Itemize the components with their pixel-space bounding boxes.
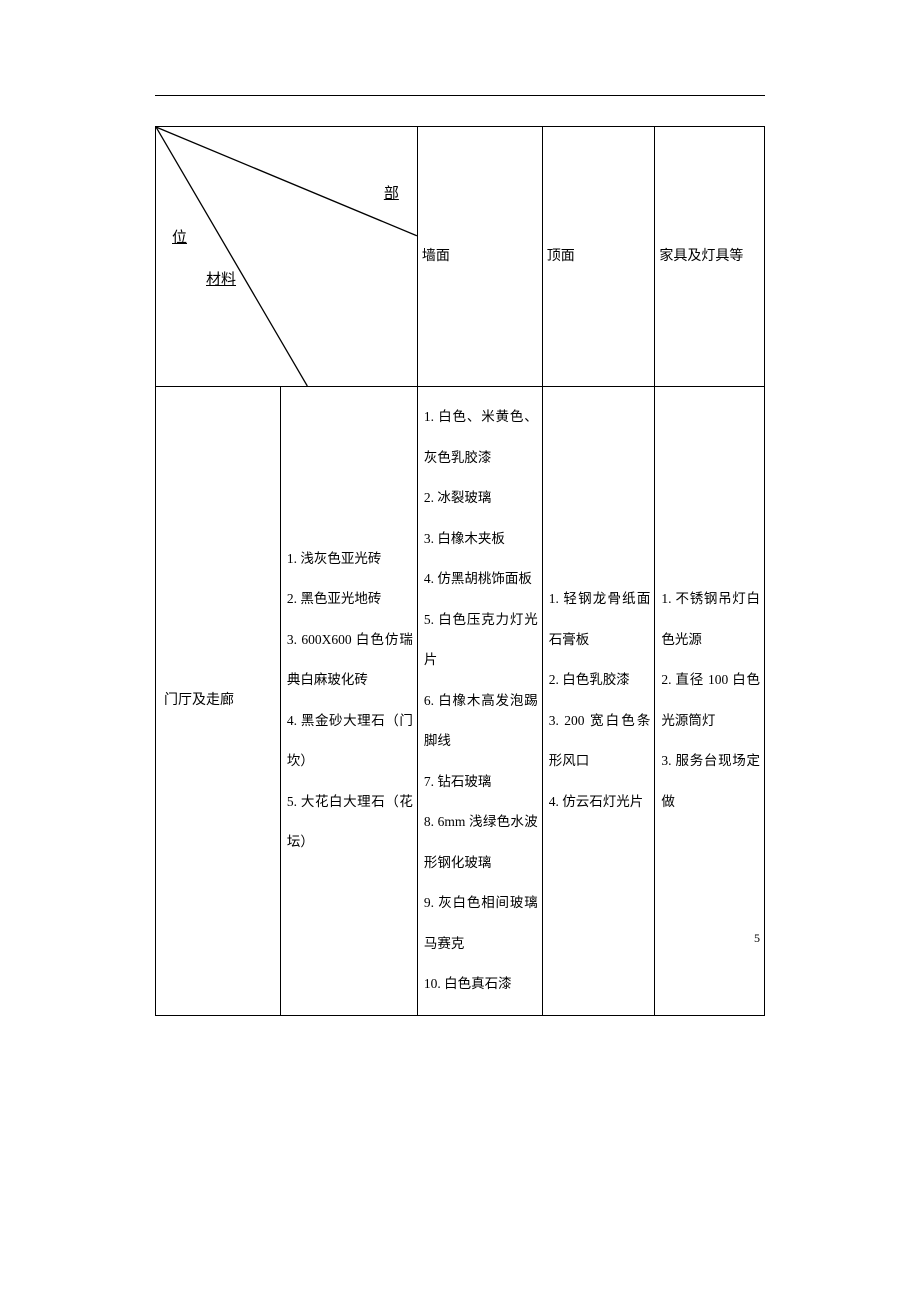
cell-furniture: 1. 不锈钢吊灯白色光源2. 直径 100 白色光源筒灯3. 服务台现场定做	[655, 387, 765, 1016]
page: 部 位 材料 墙面 顶面 家具及灯具等 门厅及走廊 1. 浅灰色亚光砖2. 黑色…	[0, 0, 920, 1056]
table-row: 门厅及走廊 1. 浅灰色亚光砖2. 黑色亚光地砖3. 600X600 白色仿瑞典…	[156, 387, 765, 1016]
diagonal-lines	[156, 127, 417, 386]
col-header-furniture: 家具及灯具等	[655, 127, 765, 387]
top-rule	[155, 95, 765, 96]
col-header-wall: 墙面	[417, 127, 542, 387]
diag-label-bu: 部	[384, 173, 399, 215]
cell-ceiling: 1. 轻钢龙骨纸面石膏板2. 白色乳胶漆3. 200 宽白色条形风口4. 仿云石…	[542, 387, 655, 1016]
table-header-row: 部 位 材料 墙面 顶面 家具及灯具等	[156, 127, 765, 387]
cell-wall: 1. 白色、米黄色、灰色乳胶漆2. 冰裂玻璃3. 白橡木夹板4. 仿黑胡桃饰面板…	[417, 387, 542, 1016]
diag-label-wei: 位	[172, 217, 187, 259]
col-header-ceiling: 顶面	[542, 127, 655, 387]
materials-table: 部 位 材料 墙面 顶面 家具及灯具等 门厅及走廊 1. 浅灰色亚光砖2. 黑色…	[155, 126, 765, 1016]
cell-floor: 1. 浅灰色亚光砖2. 黑色亚光地砖3. 600X600 白色仿瑞典白麻玻化砖4…	[280, 387, 417, 1016]
page-number: 5	[754, 931, 760, 946]
diag-label-cailiao: 材料	[206, 259, 236, 301]
row-label: 门厅及走廊	[156, 387, 281, 1016]
diagonal-header-cell: 部 位 材料	[156, 127, 418, 387]
